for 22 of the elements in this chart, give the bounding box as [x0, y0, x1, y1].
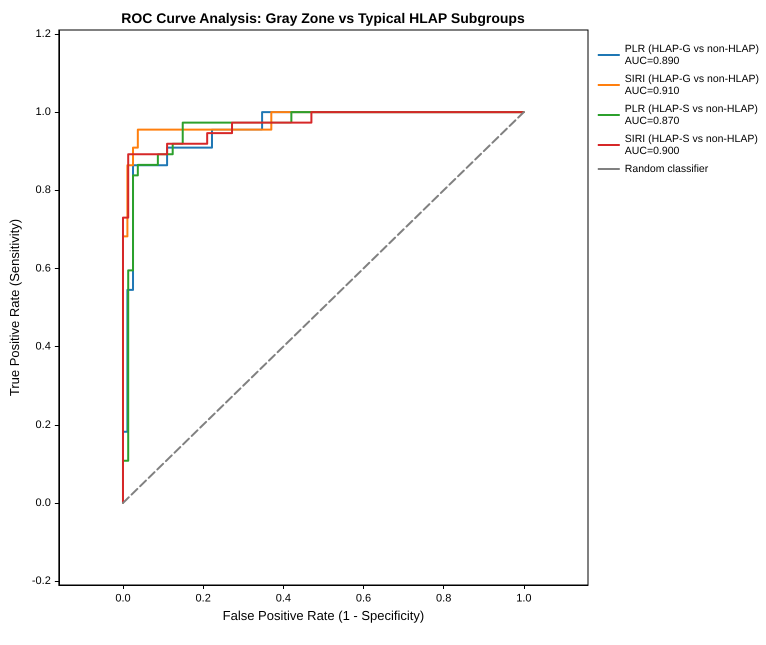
y-tick-label: 0.4 [36, 340, 51, 353]
x-tick-label: 0.2 [196, 592, 211, 604]
x-tick-label: 1.0 [516, 592, 532, 604]
x-tick-label: 0.0 [115, 592, 131, 604]
chart-title: ROC Curve Analysis: Gray Zone vs Typical HLAP Subgroups [121, 10, 525, 26]
legend-label: PLR (HLAP-S vs non-HLAP) AUC=0.870 [624, 103, 758, 127]
y-tick-label: 1.0 [36, 106, 51, 118]
legend-label: SIRI (HLAP-G vs non-HLAP) AUC=0.910 [624, 73, 759, 97]
x-tick-label: 0.6 [356, 592, 372, 604]
legend-label: SIRI (HLAP-S vs non-HLAP) AUC=0.900 [624, 133, 758, 157]
y-tick-label: -0.2 [32, 575, 51, 588]
y-axis-title: True Positive Rate (Sensitivity) [7, 218, 22, 396]
y-tick-label: 0.6 [36, 262, 51, 274]
y-tick-label: 1.2 [36, 28, 51, 40]
x-tick-label: 0.8 [436, 592, 452, 604]
y-tick-label: 0.8 [36, 184, 51, 196]
y-tick-label: 0.2 [36, 418, 51, 431]
x-tick-label: 0.4 [276, 592, 291, 604]
legend-label: Random classifier [624, 163, 709, 175]
y-tick-label: 0.0 [36, 496, 51, 509]
legend-label: PLR (HLAP-G vs non-HLAP) AUC=0.890 [624, 43, 760, 67]
x-axis-title: False Positive Rate (1 - Specificity) [222, 608, 424, 623]
